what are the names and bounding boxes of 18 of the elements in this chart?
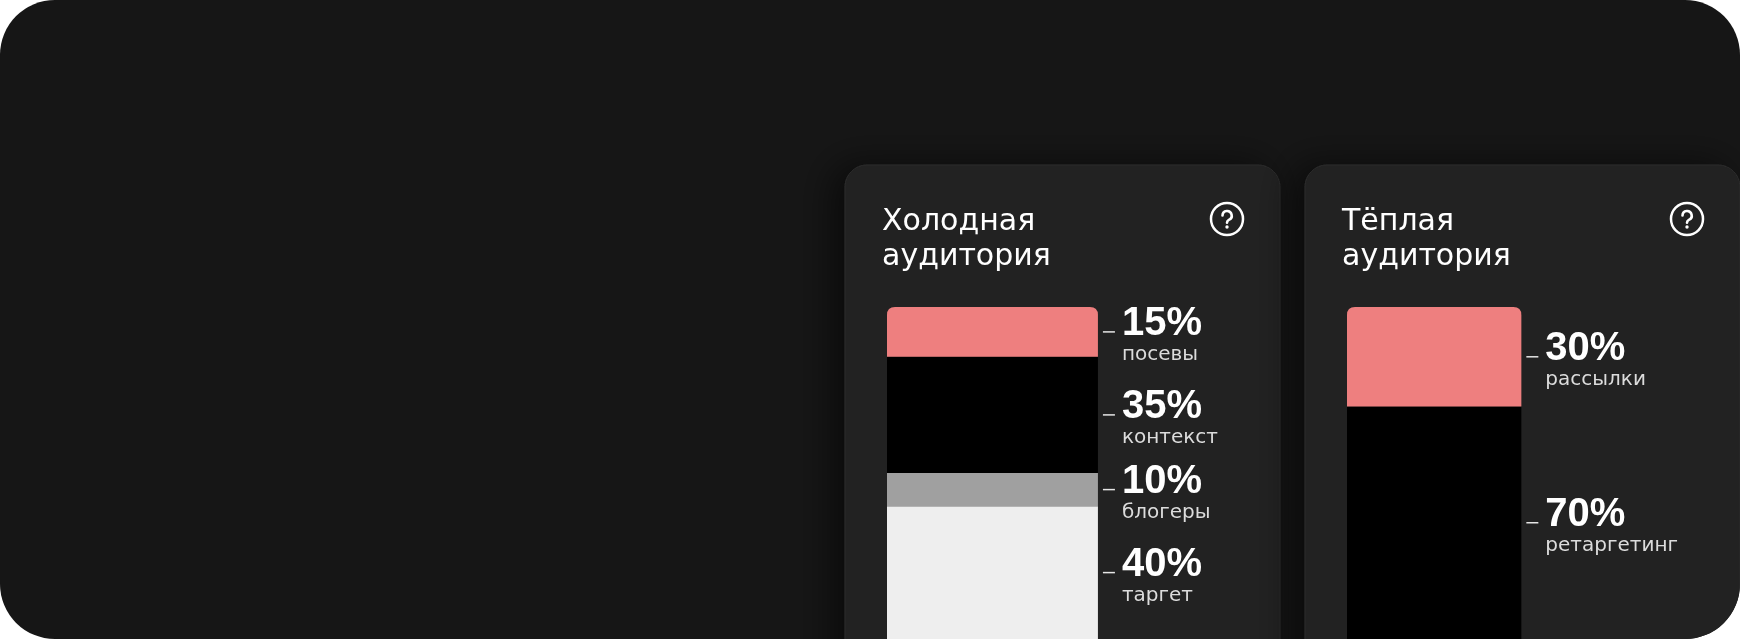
- data-label: 30%: [1545, 323, 1626, 368]
- bar: [887, 506, 1098, 639]
- series-label: таргет: [1121, 581, 1194, 606]
- chart-title: Тёплая аудитория: [1341, 202, 1511, 272]
- bar: [887, 307, 1098, 357]
- series-label: контекст: [1121, 423, 1219, 448]
- series-label: ретаргетинг: [1545, 531, 1679, 556]
- data-label: 15%: [1121, 298, 1202, 343]
- data-label: 10%: [1121, 456, 1202, 501]
- series-label: рассылки: [1545, 365, 1646, 390]
- bar: [887, 356, 1098, 473]
- data-label: 70%: [1545, 489, 1626, 534]
- bar: [887, 473, 1098, 507]
- series-label: блогеры: [1121, 498, 1211, 523]
- series-label: посевы: [1121, 340, 1199, 365]
- chart-title: Холодная аудитория: [882, 202, 1051, 272]
- data-label: 40%: [1121, 539, 1202, 584]
- data-label: 35%: [1121, 381, 1202, 426]
